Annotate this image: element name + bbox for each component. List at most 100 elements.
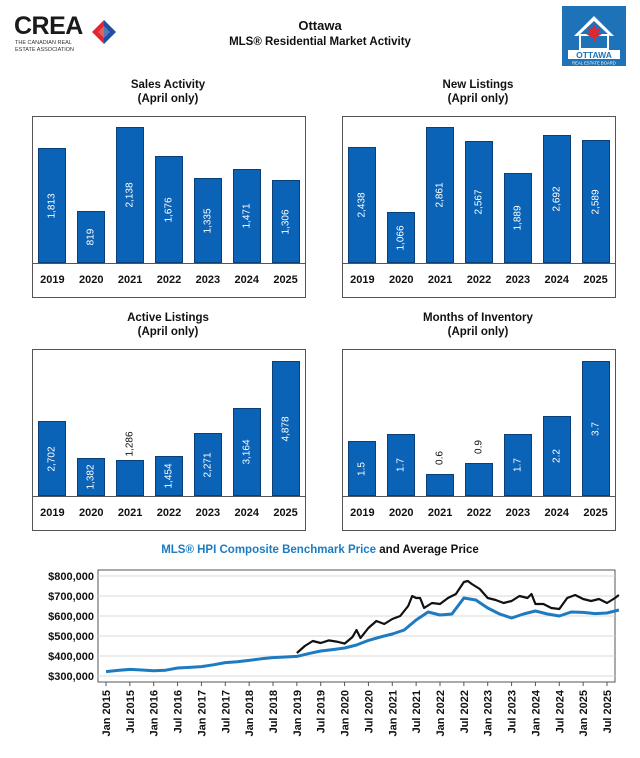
moi-subtitle-text: (April only) <box>447 326 509 338</box>
sales-bar-label-2021: 2,138 <box>124 182 136 208</box>
x-tick-label: Jan 2017 <box>196 690 208 736</box>
moi-bar-label-2019: 1.5 <box>356 461 368 476</box>
x-tick-label: Jan 2025 <box>578 690 590 736</box>
moi-bar-2023 <box>503 434 532 496</box>
newlistings-xlabel-2020: 2020 <box>389 274 414 286</box>
newlistings-bar-2023 <box>503 173 532 263</box>
moi-bar-label-2025: 3.7 <box>590 421 602 436</box>
y-tick-label: $600,000 <box>48 611 94 623</box>
newlistings-bar-2021 <box>426 127 455 263</box>
moi-bar-label-2020: 1.7 <box>395 458 407 472</box>
active-bar-2022 <box>155 456 183 496</box>
newlistings-xlabel-2022: 2022 <box>466 274 492 286</box>
maple-leaf-house-icon: OTTAWA REAL ESTATE BOARD <box>568 16 620 66</box>
newlistings-bar-label-2020: 1,066 <box>395 224 407 251</box>
sales-bar-label-2020: 819 <box>85 228 97 246</box>
active-xlabel-2023: 2023 <box>195 507 221 519</box>
moi-chart-title: Months of Inventory (April only) <box>328 311 628 339</box>
x-tick-label: Jan 2021 <box>387 690 399 736</box>
active-baseline <box>33 496 305 497</box>
sales-subtitle-text: (April only) <box>137 93 199 105</box>
moi-xlabel-2019: 2019 <box>350 507 375 519</box>
newlistings-baseline <box>343 263 615 264</box>
x-tick-label: Jul 2024 <box>554 689 566 733</box>
moi-title-text: Months of Inventory <box>423 312 533 324</box>
newlistings-title-text: New Listings <box>442 79 514 91</box>
sales-bar-2021 <box>116 127 145 263</box>
moi-xlabel-2025: 2025 <box>583 507 608 519</box>
active-bar-label-2023: 2,271 <box>202 451 214 478</box>
newlistings-bar-label-2021: 2,861 <box>434 182 446 208</box>
sales-bar-label-2023: 1,335 <box>202 207 214 234</box>
moi-xlabel-2020: 2020 <box>389 507 414 519</box>
newlistings-bar-2022 <box>465 141 493 263</box>
active-bar-label-2024: 3,164 <box>241 439 253 465</box>
newlistings-chart-panel: 2,438 2019 1,066 2020 2,861 2021 2,567 2022 1,88… <box>342 116 616 298</box>
active-bar-2020 <box>77 458 106 496</box>
active-subtitle-text: (April only) <box>137 326 199 338</box>
line-title-hpi: MLS® HPI Composite Benchmark Price <box>161 544 377 556</box>
ottawa-logo-sub: REAL ESTATE BOARD <box>572 61 616 66</box>
newlistings-bar-2019 <box>348 147 377 263</box>
active-title-text: Active Listings <box>127 312 209 324</box>
sales-bar-label-2019: 1,813 <box>46 192 58 219</box>
moi-bar-label-2022: 0.9 <box>473 440 485 454</box>
sales-bar-2023 <box>193 178 222 263</box>
newlistings-xlabel-2025: 2025 <box>583 274 608 286</box>
x-tick-label: Jul 2021 <box>411 690 423 733</box>
sales-chart-panel: 1,813 2019 819 2020 2,138 2021 1,676 2022 1,335 2… <box>32 116 306 298</box>
active-bar-label-2022: 1,454 <box>163 463 175 489</box>
hpi-series-line <box>105 596 620 674</box>
active-bar-label-2021: 1,286 <box>124 431 136 457</box>
x-tick-label: Jan 2024 <box>530 689 542 736</box>
sales-xlabel-2020: 2020 <box>79 274 104 286</box>
moi-bar-label-2021: 0.6 <box>434 451 446 465</box>
sales-baseline <box>33 263 305 264</box>
active-xlabel-2021: 2021 <box>117 507 143 519</box>
x-tick-label: Jan 2020 <box>340 690 352 736</box>
x-tick-label: Jul 2015 <box>125 690 137 733</box>
moi-bar-2022 <box>465 463 493 496</box>
x-tick-label: Jul 2018 <box>268 690 280 733</box>
active-bar-label-2025: 4,878 <box>280 415 292 442</box>
newlistings-xlabel-2019: 2019 <box>350 274 375 286</box>
x-tick-label: Jul 2025 <box>602 690 614 733</box>
y-tick-label: $800,000 <box>48 571 94 583</box>
sales-title-text: Sales Activity <box>130 79 206 91</box>
crea-logo-text: CREA <box>14 12 83 40</box>
moi-bar-2020 <box>387 434 416 496</box>
newlistings-subtitle-text: (April only) <box>447 93 509 105</box>
active-xlabel-2020: 2020 <box>79 507 104 519</box>
x-tick-label: Jul 2019 <box>316 690 328 733</box>
y-tick-label: $400,000 <box>48 651 94 663</box>
sales-chart-title: Sales Activity (April only) <box>18 78 318 106</box>
sales-bar-2019 <box>38 148 67 263</box>
x-tick-label: Jan 2018 <box>244 690 256 736</box>
active-chart-title: Active Listings (April only) <box>18 311 318 339</box>
x-tick-label: Jul 2023 <box>507 690 519 733</box>
sales-xlabel-2021: 2021 <box>117 274 143 286</box>
moi-baseline <box>343 496 615 497</box>
moi-xlabel-2022: 2022 <box>466 507 492 519</box>
active-bar-label-2019: 2,702 <box>46 445 58 472</box>
sales-xlabel-2019: 2019 <box>40 274 65 286</box>
y-tick-label: $700,000 <box>48 591 94 603</box>
line-chart-title: MLS® HPI Composite Benchmark Price and A… <box>0 544 640 556</box>
crea-logo-mark-icon <box>92 20 116 44</box>
moi-xlabel-2024: 2024 <box>544 507 569 519</box>
x-tick-label: Jan 2022 <box>435 690 447 736</box>
active-bar-2024 <box>232 408 261 496</box>
newlistings-chart-title: New Listings (April only) <box>328 78 628 106</box>
active-bar-2023 <box>193 433 222 496</box>
x-tick-label: Jan 2019 <box>292 690 304 736</box>
x-tick-label: Jul 2017 <box>220 690 232 733</box>
ottawa-board-logo: OTTAWA REAL ESTATE BOARD <box>562 6 626 66</box>
sales-xlabel-2024: 2024 <box>234 274 259 286</box>
active-bar-2021 <box>116 460 145 496</box>
crea-logo-subtext: The Canadian Real Estate Association <box>15 40 74 53</box>
x-tick-label: Jan 2023 <box>483 690 495 736</box>
moi-xlabel-2021: 2021 <box>427 507 453 519</box>
sales-bar-2022 <box>155 156 183 263</box>
x-tick-label: Jul 2022 <box>459 690 471 733</box>
newlistings-xlabel-2024: 2024 <box>544 274 569 286</box>
